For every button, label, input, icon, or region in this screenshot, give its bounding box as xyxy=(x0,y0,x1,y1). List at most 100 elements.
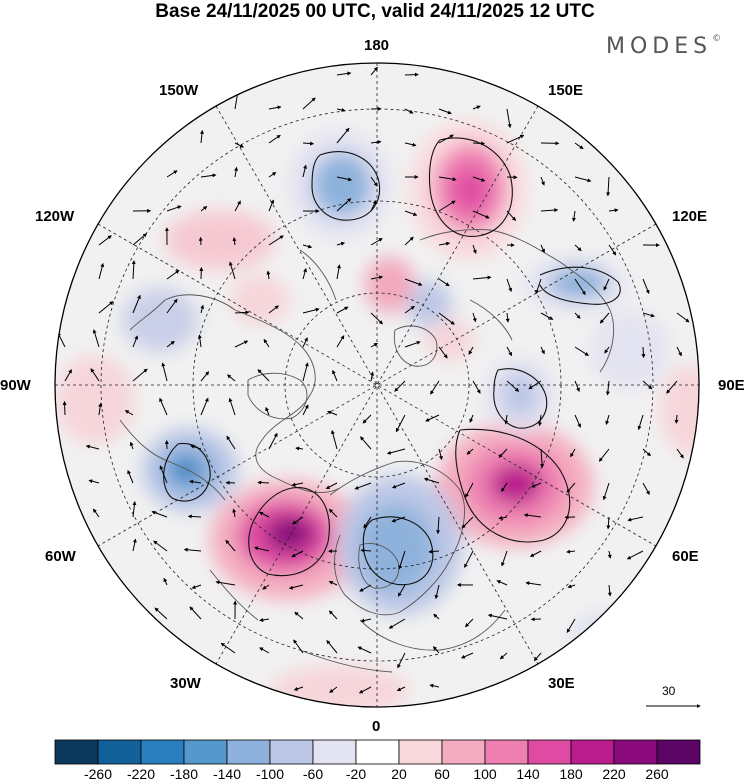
wind-arrow xyxy=(228,261,236,280)
wind-arrow xyxy=(232,237,237,246)
wind-arrow xyxy=(676,346,682,357)
wind-arrow xyxy=(641,346,646,359)
wind-arrow xyxy=(504,414,509,425)
colorbar-swatch xyxy=(54,739,99,765)
wind-arrow xyxy=(292,516,304,525)
wind-arrow xyxy=(438,312,455,325)
wind-arrow xyxy=(259,618,270,622)
wind-arrow xyxy=(394,380,406,392)
wind-arrow xyxy=(472,176,486,182)
wind-arrow xyxy=(64,369,72,382)
wind-arrow xyxy=(602,482,610,501)
chart-title: Base 24/11/2025 00 UTC, valid 24/11/2025… xyxy=(155,1,595,22)
wind-arrow xyxy=(498,448,508,458)
wind-arrow xyxy=(598,448,610,462)
wind-arrow xyxy=(604,346,610,354)
wind-arrow xyxy=(325,482,338,490)
wind-arrow xyxy=(336,335,345,348)
wind-arrow xyxy=(293,639,304,654)
wind-arrow xyxy=(529,550,542,557)
wind-arrow xyxy=(676,448,684,459)
wind-arrow xyxy=(370,342,378,348)
wind-arrow xyxy=(388,618,406,629)
wind-arrow xyxy=(98,262,105,280)
wind-arrow xyxy=(360,618,372,623)
wind-arrow xyxy=(191,584,202,589)
lon-label-30e: 30E xyxy=(548,675,575,692)
colorbar-swatch xyxy=(269,739,314,765)
wind-arrow xyxy=(336,241,346,246)
wind-arrow xyxy=(189,479,202,484)
wind-arrow xyxy=(302,362,309,382)
wind-arrow xyxy=(498,515,508,520)
wind-arrow xyxy=(531,482,542,488)
wind-arrow xyxy=(626,550,644,560)
modes-logo: MODES© xyxy=(606,34,721,59)
anomaly-patch xyxy=(55,355,135,445)
wind-arrow xyxy=(166,269,180,280)
wind-arrow xyxy=(540,312,554,320)
colorbar-swatch xyxy=(613,739,658,765)
anomaly-patch xyxy=(590,310,670,390)
wind-arrow xyxy=(98,235,112,246)
wind-arrow xyxy=(336,306,349,314)
wind-arrow xyxy=(506,346,513,357)
wind-arrow xyxy=(505,312,510,323)
wind-arrow xyxy=(132,335,138,348)
wind-arrow xyxy=(302,141,315,146)
wind-arrow xyxy=(607,550,612,559)
wind-arrow xyxy=(642,380,653,390)
wind-arrow xyxy=(268,199,275,212)
wind-arrow xyxy=(472,141,485,146)
colorbar-tick-label: -60 xyxy=(302,766,324,782)
wind-arrow xyxy=(302,404,309,416)
colorbar-swatch xyxy=(570,739,615,765)
wind-arrow xyxy=(566,482,576,493)
wind-arrow xyxy=(85,444,100,450)
wind-arrow xyxy=(637,414,644,431)
wind-arrow xyxy=(506,380,520,392)
wind-arrow xyxy=(398,550,406,570)
wind-arrow xyxy=(540,208,559,213)
wind-arrow xyxy=(200,304,205,314)
lon-label-30w: 30W xyxy=(170,675,201,692)
wind-arrow xyxy=(326,639,338,654)
wind-arrow xyxy=(370,200,377,212)
wind-arrow xyxy=(436,516,441,535)
wind-arrow xyxy=(370,66,378,76)
wind-arrow xyxy=(336,107,346,112)
wind-arrow xyxy=(676,312,690,323)
colorbar-swatch xyxy=(527,739,572,765)
wind-arrow xyxy=(90,368,100,382)
wind-arrow xyxy=(537,414,542,427)
wind-arrow xyxy=(268,105,282,110)
wind-arrow xyxy=(404,236,414,246)
wind-arrow xyxy=(328,610,338,620)
wind-arrow xyxy=(605,414,610,425)
wind-arrow xyxy=(370,176,378,187)
anomaly-patch xyxy=(365,257,415,313)
wind-arrow xyxy=(574,244,582,252)
wind-arrow xyxy=(266,270,271,280)
wind-arrow xyxy=(607,584,612,597)
anomaly-patch xyxy=(165,210,275,270)
anomaly-bering-trough xyxy=(312,153,372,217)
wind-arrow xyxy=(566,618,576,633)
anomaly-patch xyxy=(570,610,650,670)
wind-arrow xyxy=(225,539,236,552)
wind-arrow xyxy=(183,547,202,552)
wind-arrow xyxy=(265,406,270,416)
wind-arrow xyxy=(468,346,474,355)
lon-label-150w: 150W xyxy=(159,82,199,99)
wind-arrow xyxy=(404,142,417,147)
wind-arrow xyxy=(336,127,350,144)
wind-arrow xyxy=(132,501,137,518)
wind-arrow xyxy=(234,142,245,148)
wind-arrow xyxy=(566,549,576,554)
wind-arrow xyxy=(200,397,209,416)
wind-arrow xyxy=(220,642,236,654)
wind-arrow xyxy=(336,264,341,280)
wind-arrow xyxy=(642,448,651,457)
colorbar-swatch xyxy=(656,739,701,765)
